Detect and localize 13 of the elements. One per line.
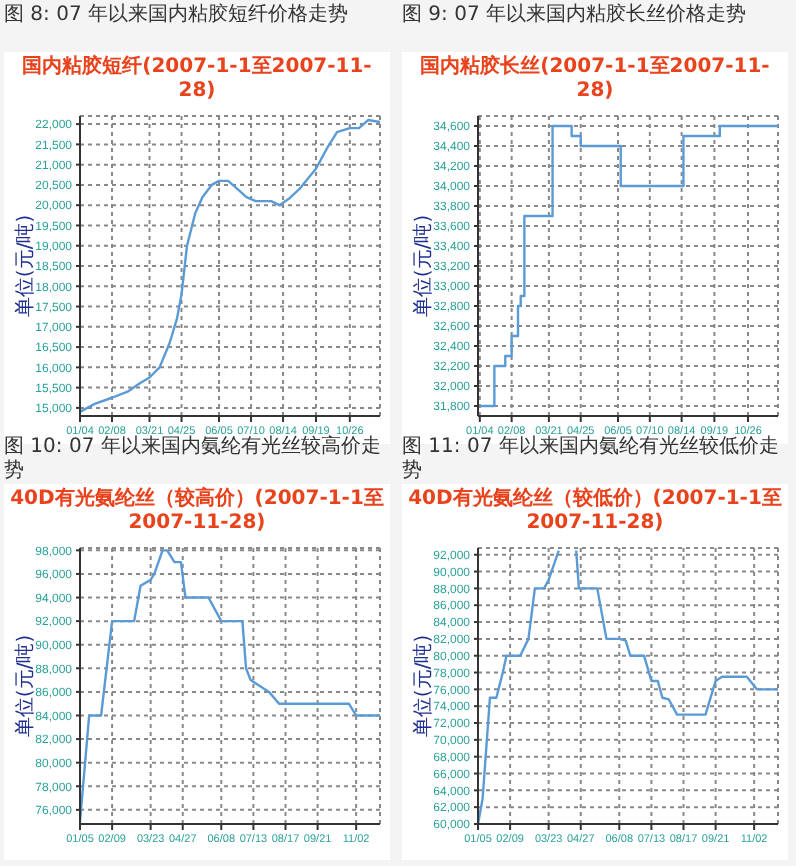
- chart-subtitle: 40D有光氨纶丝（较低价）(2007-1-1至2007-11-28): [406, 485, 784, 536]
- chart-title: 图 11: 07 年以来国内氨纶有光丝较低价走势: [402, 436, 781, 484]
- y-axis-title: 单位(元/吨): [411, 214, 436, 318]
- chart-subtitle: 40D有光氨纶丝（较高价）(2007-1-1至2007-11-28): [8, 484, 386, 536]
- y-axis-title: 单位(元/吨): [13, 214, 38, 318]
- chart-title: 图 8: 07 年以来国内粘胶短纤价格走势: [4, 4, 350, 30]
- chart-title: 图 10: 07 年以来国内氨纶有光丝较高价走势: [4, 436, 383, 484]
- line-series: [80, 549, 380, 823]
- chart-title: 图 9: 07 年以来国内粘胶长丝价格走势: [402, 4, 748, 30]
- chart-subtitle: 国内粘胶短纤(2007-1-1至2007-11-28): [20, 52, 374, 104]
- y-axis-title: 单位(元/吨): [13, 634, 38, 738]
- chart-subtitle: 国内粘胶长丝(2007-1-1至2007-11-28): [418, 52, 772, 104]
- y-axis-title: 单位(元/吨): [411, 634, 436, 738]
